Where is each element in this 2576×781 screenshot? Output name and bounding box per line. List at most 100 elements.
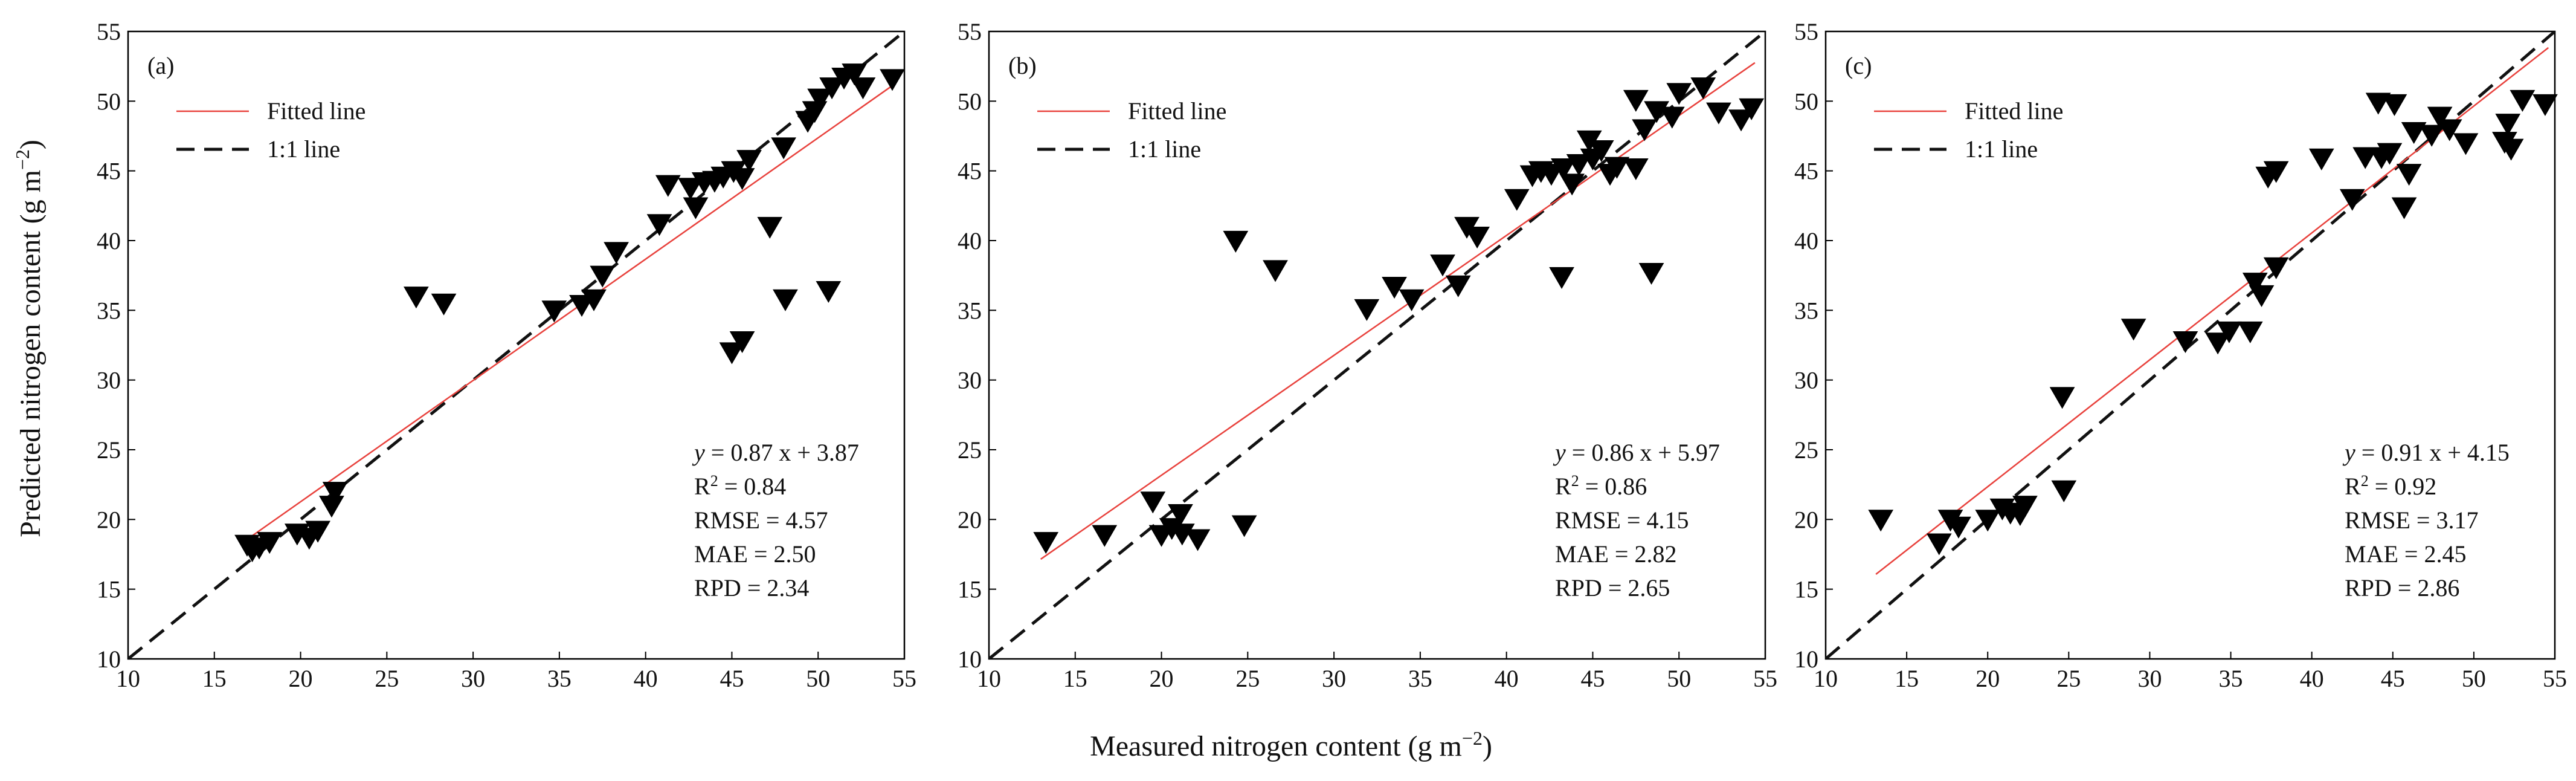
y-tick-label: 25 xyxy=(1794,436,1818,464)
data-point xyxy=(2453,133,2479,155)
stat-rpd: RPD = 2.34 xyxy=(694,574,809,601)
y-tick-label: 45 xyxy=(1794,158,1818,185)
x-tick-label: 55 xyxy=(1753,665,1777,692)
data-point xyxy=(2217,321,2242,343)
y-tick-label: 45 xyxy=(97,158,121,185)
fitted-line xyxy=(1040,62,1756,560)
y-axis-title-exponent: −2 xyxy=(11,149,33,170)
stat-rmse: RMSE = 4.15 xyxy=(1555,507,1689,534)
data-point xyxy=(319,496,344,518)
data-point xyxy=(2436,119,2462,141)
data-point xyxy=(2498,138,2524,161)
y-tick-label: 55 xyxy=(1794,18,1818,45)
data-point xyxy=(2339,189,2365,211)
data-point xyxy=(1659,106,1685,129)
data-point xyxy=(1739,98,1765,120)
x-tick-label: 50 xyxy=(806,665,830,692)
plot-frame xyxy=(127,30,906,660)
data-point xyxy=(2249,285,2275,307)
y-tick-label: 50 xyxy=(97,88,121,115)
y-tick-label: 10 xyxy=(97,646,121,673)
data-point xyxy=(2237,321,2263,343)
x-tick-label: 10 xyxy=(977,665,1001,692)
x-tick-label: 55 xyxy=(2543,665,2567,692)
data-point xyxy=(819,77,845,100)
data-point xyxy=(2051,480,2077,502)
x-tick-label: 25 xyxy=(1235,665,1260,692)
equation-y-symbol: y xyxy=(1553,439,1566,466)
data-point xyxy=(2427,106,2453,129)
data-point xyxy=(850,77,876,100)
x-tick-label: 50 xyxy=(2462,665,2486,692)
data-point xyxy=(678,178,703,200)
data-point xyxy=(1430,254,1455,277)
legend-fitted-label: Fitted line xyxy=(1128,97,1226,125)
data-point xyxy=(1946,516,1971,539)
data-point xyxy=(2263,257,2289,279)
r-squared-value: = 0.86 xyxy=(1579,473,1647,500)
data-point xyxy=(1566,154,1592,177)
data-point xyxy=(1868,510,1894,532)
x-tick-label: 20 xyxy=(289,665,313,692)
data-point xyxy=(1092,525,1118,547)
legend-one-to-one-label: 1:1 line xyxy=(1128,135,1201,163)
equation-y-symbol: y xyxy=(692,439,705,466)
x-tick-label: 35 xyxy=(2219,665,2243,692)
panel-label: (a) xyxy=(147,52,174,79)
data-point xyxy=(1588,140,1614,163)
data-point xyxy=(1623,158,1649,181)
y-tick-label: 50 xyxy=(1794,88,1818,115)
data-point xyxy=(322,482,348,504)
data-point xyxy=(1666,83,1692,105)
y-tick-label: 45 xyxy=(958,158,982,185)
data-point xyxy=(2049,387,2075,409)
data-point xyxy=(1354,299,1380,322)
data-point xyxy=(1623,89,1649,112)
r-squared-superscript: 2 xyxy=(1571,472,1579,490)
x-tick-label: 10 xyxy=(1814,665,1838,692)
x-tick-label: 45 xyxy=(720,665,744,692)
chart-panel-1: 10 15 20 25 30 35 40 45 50 55 10 15 20 25 30 35 40 45 50 55… xyxy=(97,18,916,692)
x-tick-label: 20 xyxy=(1150,665,1174,692)
data-point xyxy=(1140,491,1166,514)
data-point xyxy=(404,287,429,309)
data-point xyxy=(2352,147,2378,169)
data-point xyxy=(2533,94,2558,116)
x-tick-label: 35 xyxy=(1408,665,1432,692)
stat-mae: MAE = 2.50 xyxy=(694,540,816,568)
chart-panel-3: 10 15 20 25 30 35 40 45 50 55 10 15 20 25 30 35 40 45 50 55… xyxy=(1794,18,2567,692)
legend-one-to-one-label: 1:1 line xyxy=(1965,135,2038,163)
y-tick-label: 10 xyxy=(958,646,982,673)
panel-label: (c) xyxy=(1845,52,1872,79)
data-point xyxy=(2419,125,2445,147)
legend-one-to-one-label: 1:1 line xyxy=(267,135,340,163)
x-tick-label: 40 xyxy=(634,665,658,692)
y-tick-label: 15 xyxy=(1794,576,1818,603)
data-point xyxy=(541,300,567,323)
r-squared: R2 = 0.86 xyxy=(1555,472,1647,501)
data-point xyxy=(729,168,755,190)
data-point xyxy=(646,214,672,236)
data-point xyxy=(1706,102,1731,125)
data-point xyxy=(2172,331,2198,354)
data-point xyxy=(1382,277,1407,299)
y-tick-label: 20 xyxy=(1794,506,1818,533)
x-tick-label: 15 xyxy=(1063,665,1087,692)
data-point xyxy=(1464,226,1490,249)
data-point xyxy=(1185,529,1211,551)
data-point xyxy=(2263,161,2289,183)
x-tick-label: 10 xyxy=(116,665,140,692)
stat-rpd: RPD = 2.65 xyxy=(1555,574,1670,601)
data-point xyxy=(257,532,283,554)
data-point xyxy=(2242,273,2268,295)
data-point xyxy=(1604,157,1630,179)
y-tick-label: 20 xyxy=(97,506,121,533)
y-tick-label: 55 xyxy=(958,18,982,45)
x-tick-label: 40 xyxy=(1495,665,1519,692)
x-axis-title-exponent: −2 xyxy=(1462,727,1483,749)
data-point xyxy=(1445,275,1471,297)
x-axis-title: Measured nitrogen content (g m−2) xyxy=(1090,727,1492,762)
data-point xyxy=(305,520,330,543)
y-tick-label: 35 xyxy=(97,297,121,324)
